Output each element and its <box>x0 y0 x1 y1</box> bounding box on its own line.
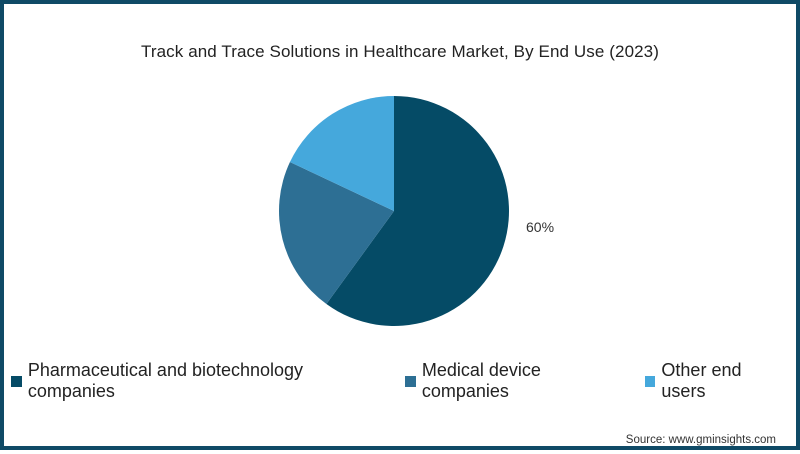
chart-title: Track and Trace Solutions in Healthcare … <box>141 42 659 61</box>
legend-swatch-other <box>644 375 656 387</box>
legend-label-pharma: Pharmaceutical and biotechnology compani… <box>27 360 304 401</box>
legend-swatch-medical-device <box>404 375 416 387</box>
legend-item-medical-device: Medical device companies <box>404 360 631 402</box>
pie-slice-pharma <box>326 96 510 327</box>
legend-label-other: Other end users <box>661 360 742 401</box>
legend-label-medical-device: Medical device companies <box>421 360 541 401</box>
pie-slice-other <box>289 96 394 211</box>
pie-slice-medical-device <box>279 162 394 305</box>
legend-swatch-pharma <box>11 375 22 387</box>
pie-chart <box>279 96 510 327</box>
legend: Pharmaceutical and biotechnology compani… <box>4 360 796 402</box>
legend-item-pharma: Pharmaceutical and biotechnology compani… <box>11 360 391 402</box>
legend-item-other: Other end users <box>644 360 789 402</box>
source-note: Source: www.gminsights.com <box>625 434 776 446</box>
data-label-pharma: 60% <box>526 219 555 235</box>
